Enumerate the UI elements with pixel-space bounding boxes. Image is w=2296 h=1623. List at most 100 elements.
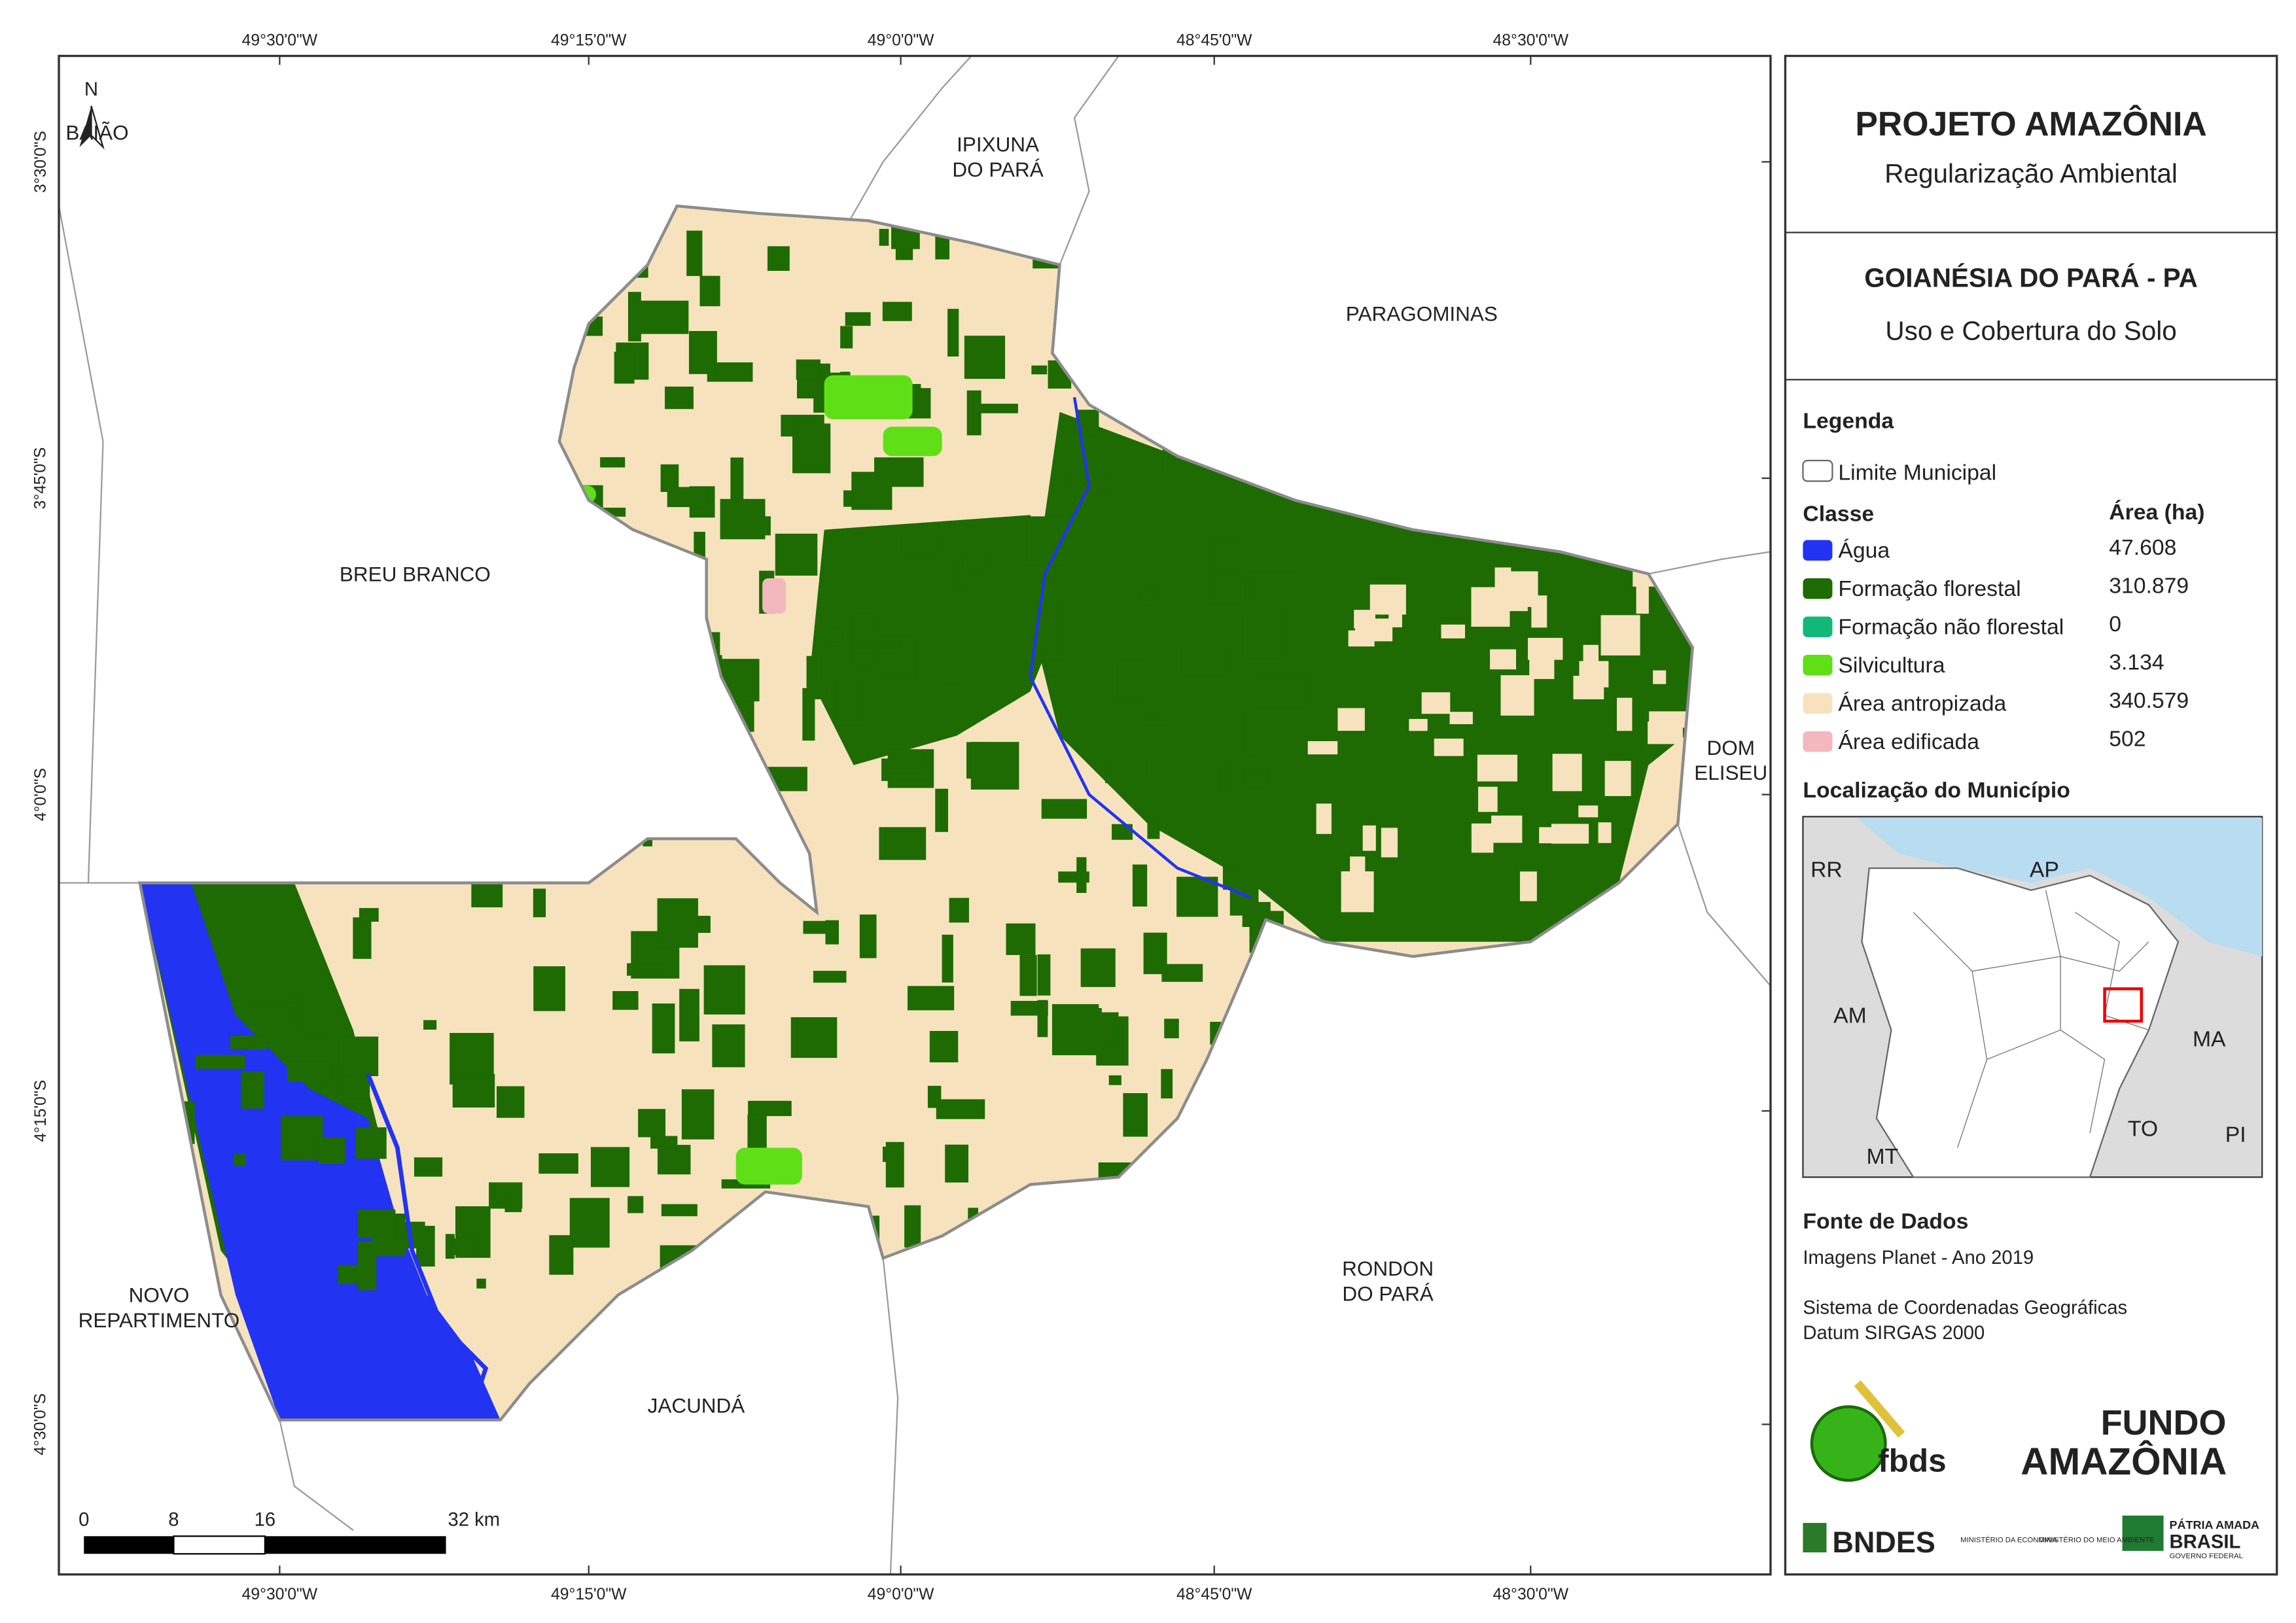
forest-patch (856, 640, 900, 654)
forest-patch (720, 498, 766, 540)
forest-patch (936, 1099, 985, 1119)
forest-patch (1161, 1069, 1173, 1099)
forest-patch (942, 934, 953, 983)
clearing (1552, 754, 1582, 792)
forest-patch (949, 898, 969, 923)
clearing (1478, 786, 1498, 812)
forest-block (809, 515, 1060, 765)
forest-patch (600, 457, 626, 468)
top-tick-label: 48°30'0"W (1493, 32, 1569, 50)
class-swatch (1803, 731, 1833, 752)
inset-para-state (1861, 867, 2180, 1178)
forest-patch (980, 404, 1018, 413)
title: PROJETO AMAZÔNIA (1855, 105, 2206, 143)
clearing (1573, 676, 1604, 700)
forest-patch (775, 533, 818, 576)
forest-patch (1245, 710, 1254, 757)
forest-patch (657, 1145, 691, 1175)
bndes-mark (1803, 1523, 1827, 1553)
forest-patch (908, 986, 955, 1011)
legend-title: Legenda (1803, 409, 1894, 434)
forest-patch (627, 963, 667, 976)
clearing (1598, 822, 1612, 843)
clearing (1471, 823, 1494, 853)
clearing (1500, 675, 1534, 716)
forest-patch (612, 991, 639, 1010)
fbds-text: fbds (1878, 1442, 1946, 1478)
bottom-tick-label: 48°30'0"W (1493, 1586, 1569, 1603)
location-title: Localização do Município (1803, 778, 2070, 803)
forest-patch (790, 1017, 838, 1058)
clearing (1477, 754, 1518, 782)
forest-patch (549, 1235, 574, 1275)
subtitle: Regularização Ambiental (1884, 158, 2178, 188)
river (1029, 396, 1252, 899)
forest-patch (803, 920, 832, 934)
forest-patch (1045, 657, 1057, 676)
forest-patch (1161, 964, 1203, 982)
class-swatch (1803, 616, 1833, 637)
class-swatch (1803, 578, 1833, 599)
class-name: Área edificada (1838, 729, 1979, 754)
forest-patch (533, 966, 565, 1011)
forest-patch (688, 330, 717, 374)
forest-patch (230, 1035, 267, 1049)
left-tick-label: 4°15'0"S (32, 1080, 50, 1142)
forest-patch (747, 1114, 767, 1150)
forest-patch (353, 917, 372, 959)
silviculture-patch (824, 375, 913, 420)
forest-patch (963, 546, 986, 568)
forest-patch (927, 1085, 942, 1108)
forest-patch (1208, 569, 1246, 604)
forest-patch (944, 683, 964, 693)
clearing (1362, 825, 1376, 851)
boundary-swatch (1802, 459, 1833, 482)
forest-patch (879, 228, 889, 246)
class-area: 47.608 (2109, 535, 2176, 560)
state-label: AM (1833, 1003, 1867, 1028)
clearing (1471, 587, 1510, 627)
place-label: NOVO (129, 1283, 190, 1307)
clearing (1409, 719, 1428, 731)
left-tick-label: 4°30'0"S (32, 1393, 50, 1456)
clearing (1434, 739, 1464, 756)
forest-patch (929, 1030, 959, 1063)
forest-patch (476, 1278, 486, 1289)
source-line: Imagens Planet - Ano 2019 (1803, 1248, 2034, 1268)
clearing (1519, 871, 1537, 901)
place-label: BAIÃO (65, 121, 128, 145)
source-line: Datum SIRGAS 2000 (1803, 1323, 1985, 1344)
class-area: 3.134 (2109, 650, 2164, 674)
inset-line (1972, 941, 2149, 972)
forest-patch (1147, 822, 1160, 839)
scale-label: 32 km (448, 1510, 500, 1531)
scale-label: 16 (255, 1510, 276, 1531)
forest-patch (767, 246, 790, 271)
fundo-text: FUNDO (2101, 1403, 2227, 1442)
boundary-line (882, 1258, 899, 1575)
clearing (1421, 692, 1451, 714)
forest-patch (1244, 769, 1268, 788)
place-label: DO PARÁ (1342, 1282, 1433, 1305)
north-arrow-half (79, 105, 92, 147)
government-text: GOVERNO FEDERAL (2170, 1552, 2243, 1560)
class-area: 0 (2109, 612, 2121, 637)
forest-patch (935, 236, 950, 260)
forest-patch (882, 302, 912, 321)
boundary-line (59, 205, 104, 883)
source-line: Sistema de Coordenadas Geográficas (1803, 1298, 2127, 1319)
class-area: 502 (2109, 726, 2146, 751)
forest-patch (297, 987, 330, 1039)
forest-patch (1108, 1075, 1122, 1085)
forest-patch (840, 326, 853, 349)
top-tick-label: 49°30'0"W (242, 32, 318, 50)
clearing (1531, 595, 1547, 628)
top-tick-label: 49°0'0"W (868, 32, 934, 50)
forest-patch (882, 1146, 901, 1162)
forest-patch (964, 336, 1006, 379)
forest-patch (627, 292, 641, 341)
built-area (762, 578, 786, 614)
forest-patch (1031, 365, 1048, 375)
forest-patch (195, 1055, 245, 1069)
